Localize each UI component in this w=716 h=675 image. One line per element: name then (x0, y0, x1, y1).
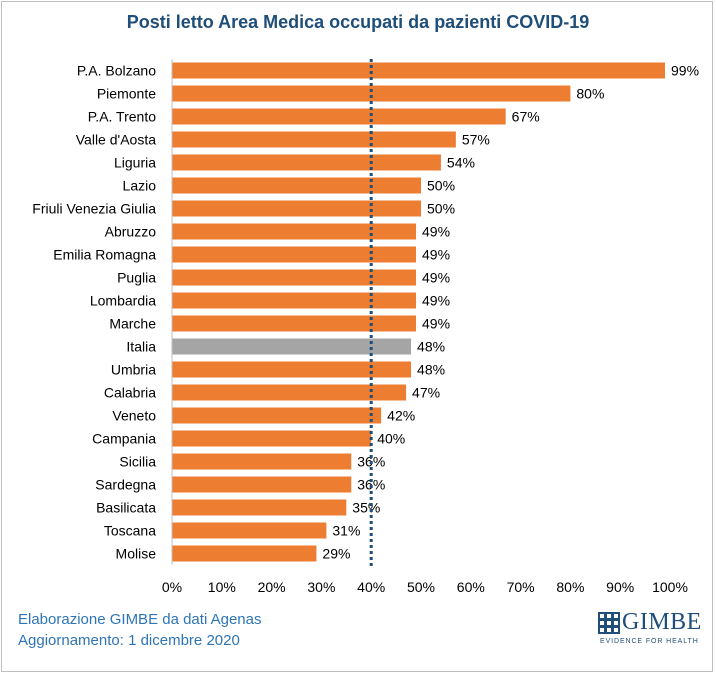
category-label: Piemonte (97, 86, 156, 102)
bar (172, 177, 421, 194)
value-label: 49% (422, 247, 450, 263)
x-tick-label: 20% (258, 579, 286, 595)
value-label: 48% (417, 339, 445, 355)
bar (172, 223, 417, 240)
category-label: Molise (116, 546, 157, 562)
value-label: 47% (412, 385, 440, 401)
value-label: 35% (352, 500, 380, 516)
bar (172, 315, 417, 332)
value-label: 49% (422, 224, 450, 240)
bar (172, 476, 352, 493)
bar (172, 246, 417, 263)
value-label: 67% (512, 109, 540, 125)
category-label: Liguria (114, 155, 156, 171)
bar (172, 154, 441, 171)
category-label: Umbria (111, 362, 156, 378)
logo-name: GIMBE (622, 609, 702, 635)
bar-highlight (172, 338, 412, 355)
value-label: 50% (427, 178, 455, 194)
category-label: Puglia (117, 270, 156, 286)
value-label: 49% (422, 316, 450, 332)
category-label: Abruzzo (105, 224, 157, 240)
bar (172, 453, 352, 470)
chart-title: Posti letto Area Medica occupati da pazi… (126, 12, 590, 32)
bar (172, 85, 571, 102)
value-label: 57% (462, 132, 490, 148)
x-tick-label: 60% (457, 579, 485, 595)
x-tick-label: 90% (606, 579, 634, 595)
bar (172, 522, 327, 539)
x-tick-label: 100% (652, 579, 688, 595)
gimbe-logo-mark-icon (598, 612, 620, 634)
gimbe-logo: GIMBE EVIDENCE FOR HEALTH (598, 609, 708, 662)
value-label: 48% (417, 362, 445, 378)
value-label: 31% (332, 523, 360, 539)
bar (172, 62, 666, 79)
value-label: 80% (576, 86, 604, 102)
x-tick-label: 0% (162, 579, 182, 595)
bar (172, 499, 347, 516)
category-label: Lombardia (90, 293, 156, 309)
value-label: 49% (422, 293, 450, 309)
x-tick-label: 80% (556, 579, 584, 595)
category-label: Toscana (104, 523, 156, 539)
value-label: 36% (357, 477, 385, 493)
category-label: P.A. Bolzano (77, 63, 156, 79)
value-label: 29% (322, 546, 350, 562)
bar (172, 545, 317, 562)
category-label: Lazio (123, 178, 157, 194)
value-label: 49% (422, 270, 450, 286)
category-label: Emilia Romagna (53, 247, 156, 263)
bar (172, 108, 506, 125)
category-label: Sardegna (95, 477, 156, 493)
bar (172, 292, 417, 309)
value-label: 54% (447, 155, 475, 171)
x-tick-label: 30% (307, 579, 335, 595)
category-label: Italia (126, 339, 156, 355)
x-tick-label: 70% (507, 579, 535, 595)
value-label: 42% (387, 408, 415, 424)
category-label: Calabria (104, 385, 156, 401)
bar (172, 131, 456, 148)
category-label: Basilicata (96, 500, 156, 516)
bar (172, 430, 372, 447)
category-label: Marche (109, 316, 156, 332)
category-label: Sicilia (119, 454, 156, 470)
bar (172, 200, 421, 217)
bar (172, 407, 382, 424)
footer-source: Elaborazione GIMBE da dati Agenas (18, 611, 262, 628)
bar (172, 269, 417, 286)
x-tick-label: 40% (357, 579, 385, 595)
category-label: Campania (92, 431, 156, 447)
category-label: P.A. Trento (88, 109, 156, 125)
bar (172, 384, 407, 401)
category-label: Veneto (112, 408, 156, 424)
value-label: 50% (427, 201, 455, 217)
logo-tagline: EVIDENCE FOR HEALTH (600, 638, 699, 645)
x-tick-label: 10% (208, 579, 236, 595)
bar (172, 361, 412, 378)
x-tick-label: 50% (407, 579, 435, 595)
category-label: Friuli Venezia Giulia (32, 201, 156, 217)
value-label: 99% (671, 63, 699, 79)
category-label: Valle d'Aosta (76, 132, 156, 148)
value-label: 40% (377, 431, 405, 447)
footer-update: Aggiornamento: 1 dicembre 2020 (18, 632, 240, 649)
